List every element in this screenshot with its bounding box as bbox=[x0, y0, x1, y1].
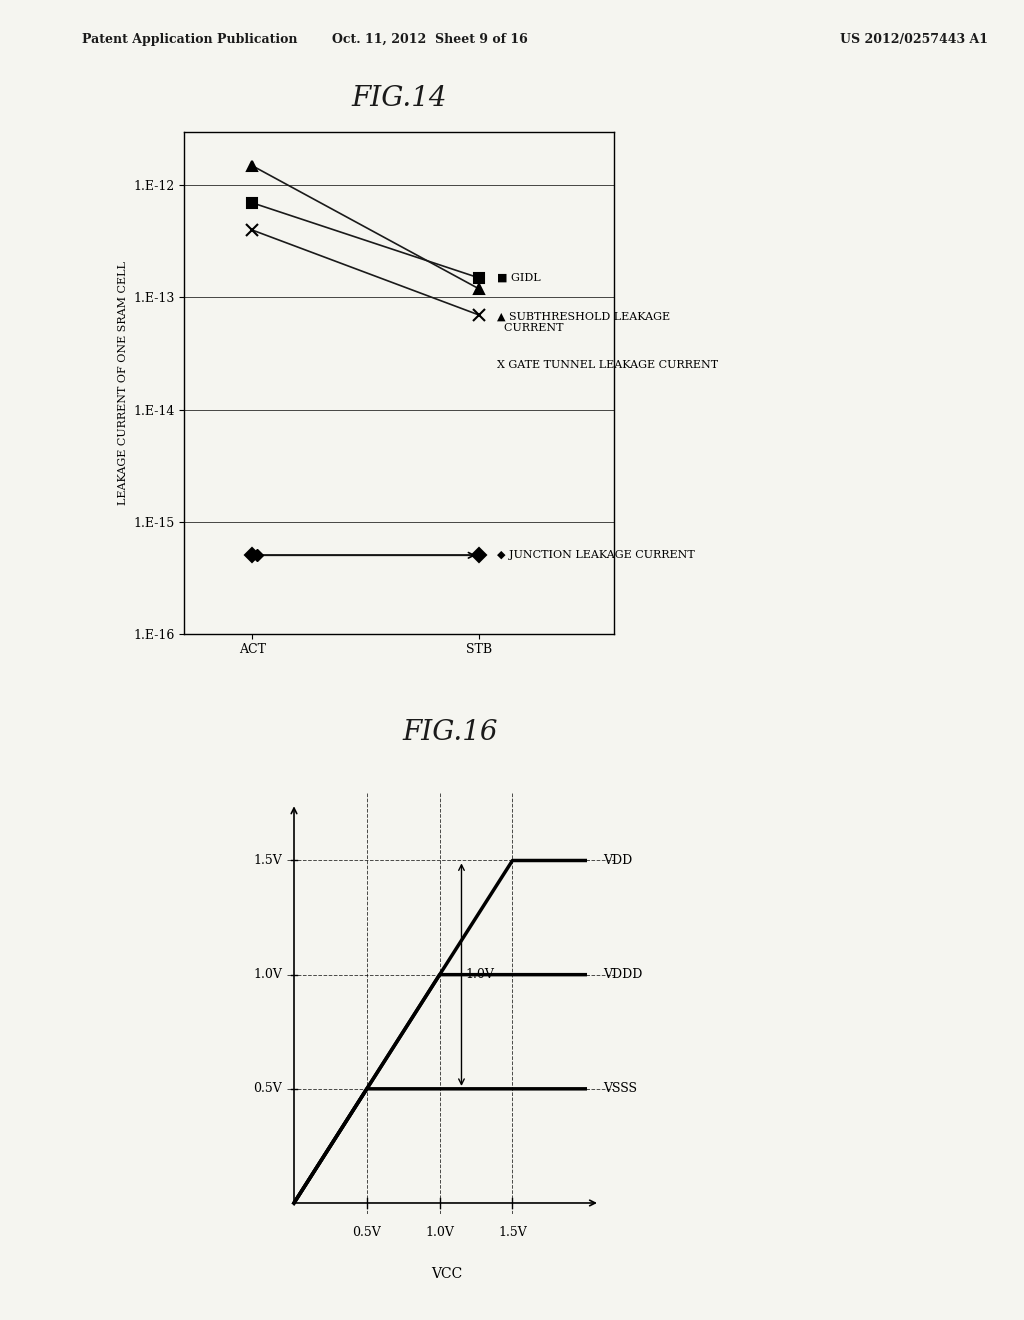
Text: X GATE TUNNEL LEAKAGE CURRENT: X GATE TUNNEL LEAKAGE CURRENT bbox=[497, 360, 718, 370]
Text: VCC: VCC bbox=[431, 1267, 463, 1280]
Text: Oct. 11, 2012  Sheet 9 of 16: Oct. 11, 2012 Sheet 9 of 16 bbox=[332, 33, 528, 46]
Text: US 2012/0257443 A1: US 2012/0257443 A1 bbox=[840, 33, 988, 46]
Text: ▲ SUBTHRESHOLD LEAKAGE
  CURRENT: ▲ SUBTHRESHOLD LEAKAGE CURRENT bbox=[497, 312, 670, 333]
Text: ◆ JUNCTION LEAKAGE CURRENT: ◆ JUNCTION LEAKAGE CURRENT bbox=[497, 550, 694, 560]
Text: 1.0V: 1.0V bbox=[466, 968, 495, 981]
Text: 1.5V: 1.5V bbox=[254, 854, 283, 867]
Text: Patent Application Publication: Patent Application Publication bbox=[82, 33, 297, 46]
Text: VDDD: VDDD bbox=[603, 968, 642, 981]
Text: ■ GIDL: ■ GIDL bbox=[497, 273, 541, 282]
Text: FIG.16: FIG.16 bbox=[402, 719, 499, 746]
Text: 0.5V: 0.5V bbox=[352, 1226, 381, 1238]
Text: 1.0V: 1.0V bbox=[254, 968, 283, 981]
Text: FIG.14: FIG.14 bbox=[351, 86, 447, 112]
Text: 1.5V: 1.5V bbox=[498, 1226, 526, 1238]
Text: 1.0V: 1.0V bbox=[425, 1226, 454, 1238]
Text: VSSS: VSSS bbox=[603, 1082, 637, 1096]
Text: VDD: VDD bbox=[603, 854, 632, 867]
Text: 0.5V: 0.5V bbox=[254, 1082, 283, 1096]
Y-axis label: LEAKAGE CURRENT OF ONE SRAM CELL: LEAKAGE CURRENT OF ONE SRAM CELL bbox=[118, 261, 128, 504]
